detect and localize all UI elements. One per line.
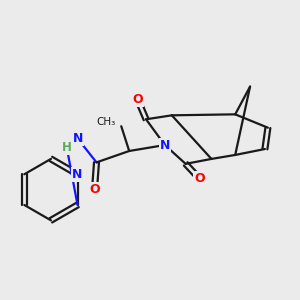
Text: CH₃: CH₃ [96,117,115,127]
Text: N: N [72,168,83,181]
Text: O: O [89,183,100,196]
Text: H: H [62,141,72,154]
Text: N: N [160,139,170,152]
Text: N: N [73,132,83,145]
Text: O: O [194,172,205,185]
Text: O: O [132,93,143,106]
